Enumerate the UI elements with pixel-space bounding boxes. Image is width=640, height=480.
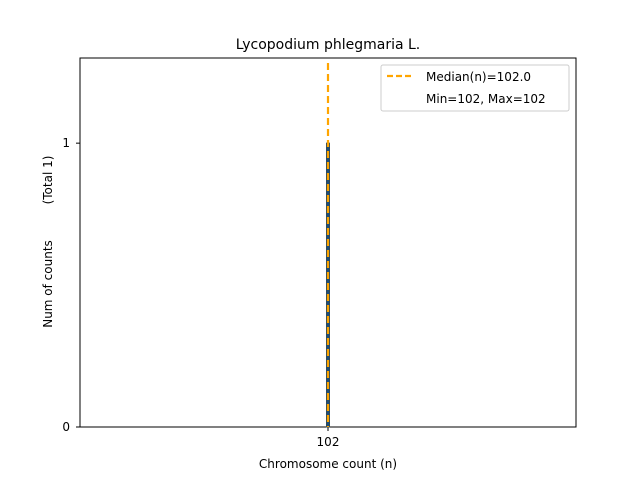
y-tick-label: 0 — [62, 420, 70, 434]
chart-title: Lycopodium phlegmaria L. — [236, 37, 421, 53]
legend: Median(n)=102.0 Min=102, Max=102 — [380, 64, 570, 112]
x-axis-ticks: 102 — [317, 427, 340, 449]
x-tick-label: 102 — [317, 435, 340, 449]
legend-box — [380, 64, 570, 112]
y-axis-label: Num of counts — [41, 240, 55, 328]
y-axis-total-label: (Total 1) — [41, 156, 55, 205]
x-axis-label: Chromosome count (n) — [259, 457, 397, 471]
legend-median-label: Median(n)=102.0 — [426, 70, 531, 84]
legend-range-label: Min=102, Max=102 — [426, 92, 546, 106]
y-tick-label: 1 — [62, 136, 70, 150]
y-axis-ticks: 01 — [62, 136, 80, 434]
